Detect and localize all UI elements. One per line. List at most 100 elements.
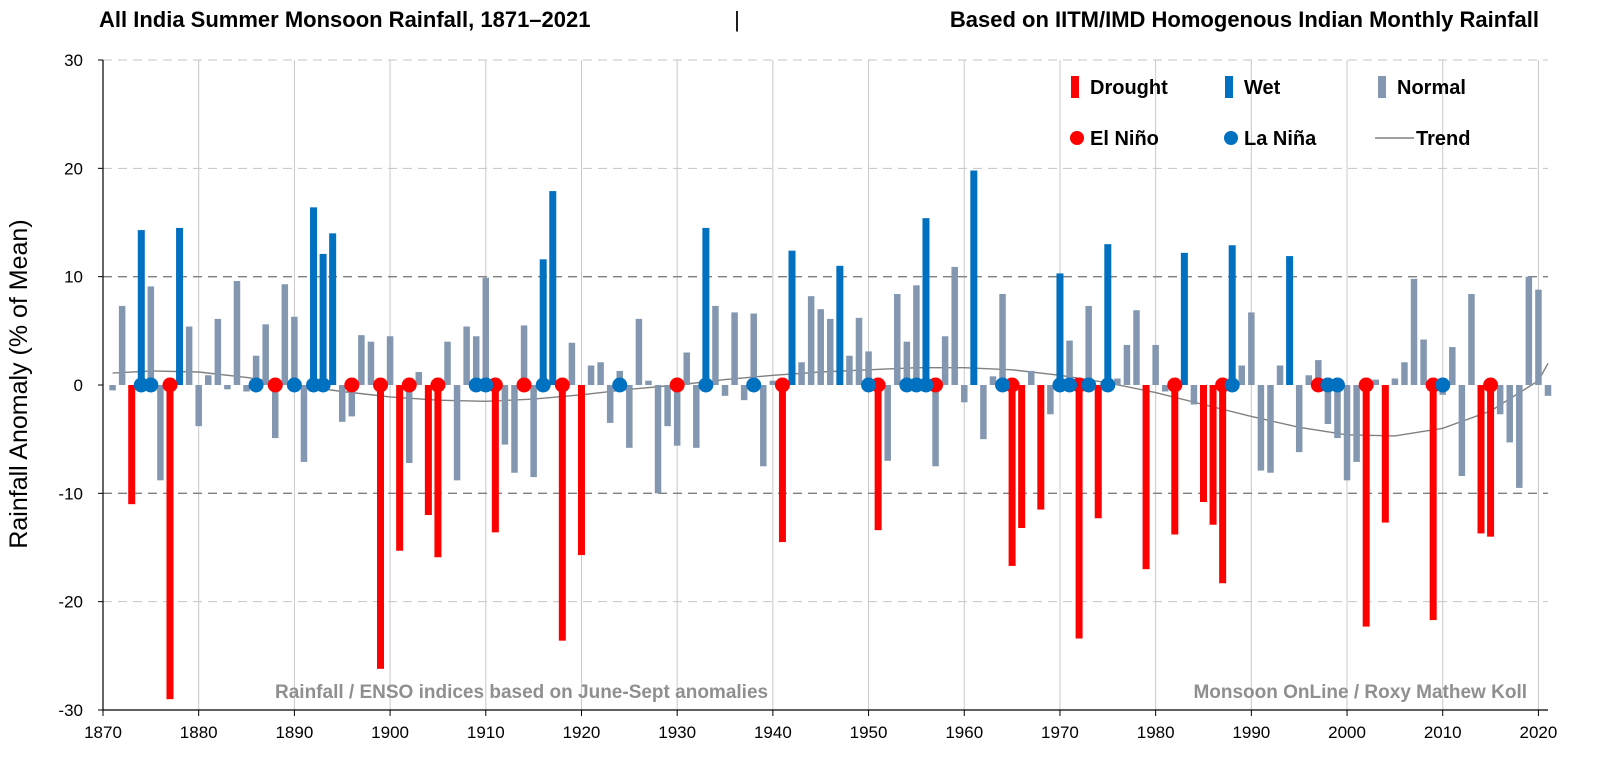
wet-bar (702, 227, 710, 385)
x-tick-label: 2000 (1328, 723, 1366, 742)
la-nina-marker (535, 377, 551, 393)
la-nina-marker (1100, 377, 1116, 393)
el-nino-marker (1483, 377, 1499, 393)
drought-bar (778, 385, 786, 543)
el-nino-marker (1358, 377, 1374, 393)
normal-bar (1276, 365, 1284, 385)
normal-bar (1401, 362, 1408, 385)
legend-el-nino-label: El Niño (1090, 128, 1159, 150)
normal-bar (195, 385, 202, 427)
normal-bar (807, 296, 815, 385)
wet-bar (788, 250, 796, 385)
annotation-source: Monsoon OnLine / Roxy Mathew Koll (1193, 682, 1527, 703)
normal-bar (348, 385, 356, 417)
legend-normal-swatch (1378, 76, 1386, 98)
legend-trend-label: Trend (1416, 128, 1470, 150)
x-tick-label: 1940 (754, 723, 792, 742)
normal-bar (1449, 347, 1456, 385)
normal-bar (1372, 379, 1379, 385)
el-nino-marker (1167, 377, 1183, 393)
x-tick-label: 1930 (658, 723, 696, 742)
normal-bar (1238, 365, 1246, 385)
normal-bar (501, 385, 509, 445)
normal-bar (1496, 385, 1504, 415)
y-tick-label: 0 (74, 376, 83, 395)
la-nina-marker (248, 377, 264, 393)
x-tick-label: 1870 (84, 723, 122, 742)
normal-bar (865, 351, 872, 385)
legend-la-nina-marker (1224, 131, 1238, 145)
x-tick-label: 1990 (1232, 723, 1270, 742)
normal-bar (1161, 385, 1169, 392)
normal-bar (1516, 385, 1523, 488)
wet-bar (922, 218, 930, 385)
normal-bar (913, 285, 920, 385)
normal-bar (157, 385, 164, 481)
normal-bar (1410, 278, 1418, 385)
el-nino-marker (516, 377, 532, 393)
normal-bar (1085, 305, 1092, 385)
la-nina-marker (1062, 377, 1078, 393)
normal-bar (980, 385, 987, 440)
title-separator: | (734, 7, 740, 32)
x-tick-label: 1950 (850, 723, 888, 742)
normal-bar (731, 312, 738, 385)
el-nino-marker (669, 377, 685, 393)
normal-bar (386, 336, 394, 385)
drought-bar (558, 385, 566, 641)
normal-bar (894, 294, 901, 385)
x-tick-label: 1970 (1041, 723, 1079, 742)
normal-bar (281, 284, 289, 385)
normal-bar (999, 294, 1006, 385)
normal-bar (214, 318, 222, 385)
drought-bar (1171, 385, 1179, 535)
el-nino-marker (162, 377, 178, 393)
normal-bar (367, 341, 375, 385)
normal-bar (1027, 370, 1035, 385)
chart-subtitle: Based on IITM/IMD Homogenous Indian Mont… (950, 7, 1539, 32)
normal-bar (472, 336, 480, 385)
normal-bar (932, 385, 939, 467)
wet-bar (1104, 244, 1112, 385)
legend-normal-label: Normal (1397, 77, 1466, 99)
el-nino-marker (373, 377, 389, 393)
wet-bar (1180, 252, 1188, 385)
normal-bar (884, 385, 891, 461)
normal-bar (118, 305, 126, 385)
normal-bar (635, 318, 643, 385)
normal-bar (1267, 385, 1274, 473)
normal-bar (645, 380, 652, 385)
drought-bar (577, 385, 585, 556)
legend-wet-swatch (1225, 76, 1233, 98)
normal-bar (482, 277, 490, 385)
x-tick-label: 1920 (563, 723, 601, 742)
legend-drought-label: Drought (1090, 77, 1168, 99)
normal-bar (1458, 385, 1466, 476)
normal-bar (1391, 378, 1399, 385)
normal-bar (463, 326, 470, 385)
normal-bar (405, 385, 413, 463)
normal-bar (683, 352, 690, 385)
el-nino-marker (267, 377, 283, 393)
drought-bar (1094, 385, 1102, 519)
drought-bar (1199, 385, 1207, 502)
normal-bar (185, 326, 193, 385)
y-tick-label: -10 (58, 484, 83, 503)
normal-bar (530, 385, 537, 478)
la-nina-marker (995, 377, 1011, 393)
drought-bar (434, 385, 442, 558)
legend: Drought Wet Normal El Niño La Niña Trend (1070, 76, 1470, 150)
normal-bar (205, 375, 212, 385)
la-nina-marker (918, 377, 934, 393)
normal-bar (855, 317, 863, 385)
normal-bar (1114, 378, 1121, 385)
axes: 1870 1880 1890 1900 1910 1920 1930 1940 1950 1960… (58, 51, 1557, 742)
drought-bar (1142, 385, 1150, 570)
normal-bar (1334, 385, 1341, 439)
wet-bar (176, 227, 184, 385)
normal-bar (272, 385, 279, 439)
normal-bar (147, 286, 155, 385)
normal-bar (654, 385, 662, 494)
la-nina-marker (315, 377, 331, 393)
y-tick-label: -30 (58, 701, 83, 720)
